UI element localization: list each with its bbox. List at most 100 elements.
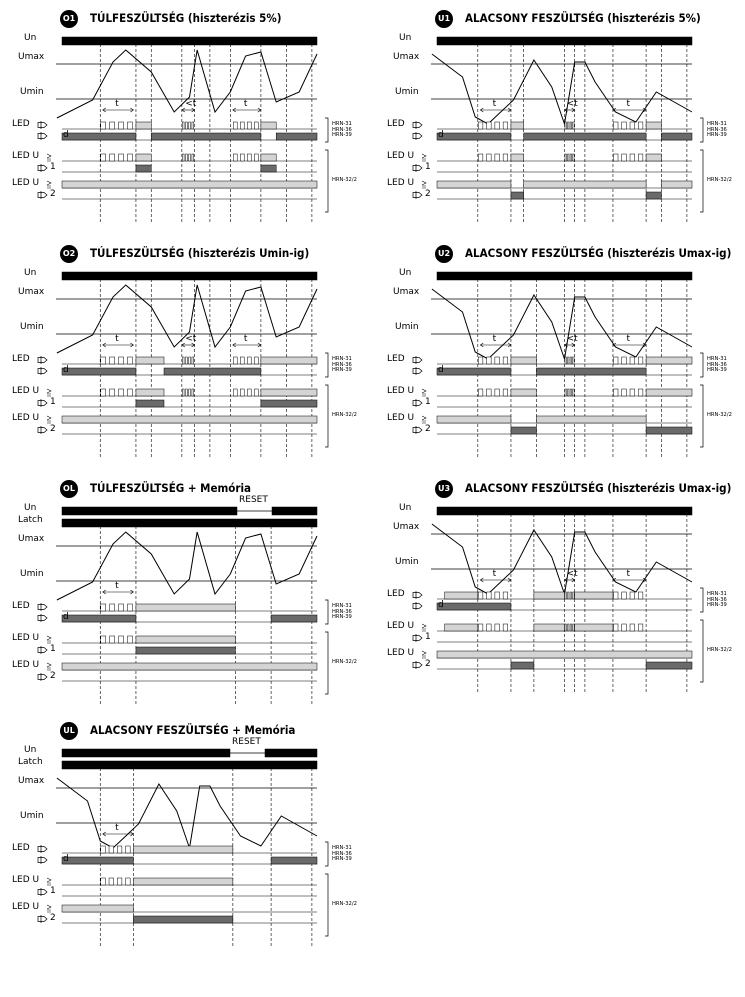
relay-icon: [412, 132, 423, 140]
led-u2-on: [436, 180, 512, 189]
relay-2-on: [645, 426, 693, 435]
umax-label: Umax: [18, 776, 45, 786]
led-blink: [478, 121, 484, 130]
led-blink: [100, 121, 106, 130]
delay-arrow-arrows: [479, 577, 512, 583]
delay-arrow-label: <t: [185, 99, 197, 109]
relay-icon: [412, 634, 423, 642]
umin-label: Umin: [20, 569, 44, 579]
model-bracket-1: [325, 841, 329, 867]
led-u-blink: [567, 623, 570, 632]
umax-label: Umax: [393, 522, 420, 532]
relay-icon: [37, 132, 48, 140]
led-blink: [621, 591, 627, 600]
led-blink: [478, 356, 484, 365]
led-blink: [564, 356, 567, 365]
umax-label: Umax: [393, 52, 420, 62]
umin-label: Umin: [20, 87, 44, 97]
led-blink: [478, 591, 484, 600]
led-u-blink: [621, 153, 627, 162]
led-u-blink: [494, 388, 500, 397]
panel-title: ALACSONY FESZÜLTSÉG (hiszterézis Umax-ig…: [465, 246, 732, 260]
led-blink: [240, 121, 245, 130]
led-u-blink: [191, 388, 194, 397]
led-blink: [629, 591, 635, 600]
un-label: Un: [24, 503, 37, 513]
led-u-on: [135, 635, 236, 644]
relay-2-label: 2: [50, 913, 56, 923]
model-group-2: HRN-32/2: [332, 901, 357, 907]
led-u-blink: [567, 388, 570, 397]
led-u-blink: [564, 388, 567, 397]
led-u-blink: [188, 388, 191, 397]
led-u-on: [574, 623, 614, 632]
led-u-on: [260, 153, 277, 162]
panel-badge: U3: [435, 480, 453, 498]
led-u-on: [444, 623, 479, 632]
voltage-curve: [56, 49, 318, 119]
led-blink: [108, 845, 114, 854]
led-u-label: LED U: [387, 648, 415, 658]
delay-arrow-arrows: [102, 342, 134, 348]
led-blink: [569, 591, 572, 600]
delay-arrow-label: <t: [566, 569, 578, 579]
model-group-2: HRN-32/2: [707, 412, 732, 418]
led-on: [135, 603, 236, 612]
model-bracket-2: [325, 873, 329, 937]
led-u-on: [533, 623, 565, 632]
led-blink: [182, 356, 185, 365]
delay-arrow-label: t: [626, 569, 631, 579]
led-blink: [502, 121, 508, 130]
led-u-blink: [127, 153, 133, 162]
relay-2-label: 2: [50, 189, 56, 199]
delay-arrow-arrows: [563, 342, 576, 348]
led-u-blink: [109, 635, 115, 644]
led-u-blink: [240, 153, 245, 162]
panel-title: ALACSONY FESZÜLTSÉG (hiszterézis Umax-ig…: [465, 481, 732, 495]
compare-icon: [46, 877, 52, 886]
model-bracket-1: [325, 599, 329, 625]
led-blink: [567, 121, 570, 130]
un-bar: [61, 271, 318, 281]
led-u-blink: [478, 388, 484, 397]
relay-on: [523, 132, 647, 141]
un-label: Un: [399, 503, 412, 513]
led-u-blink: [185, 388, 188, 397]
led-blink: [572, 591, 575, 600]
led-u2-on: [61, 662, 318, 671]
led-blink: [569, 356, 572, 365]
delay-arrow-arrows: [102, 831, 134, 837]
led-u-blink: [569, 623, 572, 632]
led-blink: [621, 356, 627, 365]
led-u-blink: [188, 153, 191, 162]
led-u-on: [645, 153, 662, 162]
relay-on: [61, 367, 137, 376]
compare-icon: [46, 180, 52, 189]
led-blink: [486, 121, 492, 130]
compare-icon: [421, 388, 427, 397]
latch-label: Latch: [18, 757, 43, 767]
delay-arrow-label: <t: [185, 334, 197, 344]
relay-1-label: 1: [50, 886, 56, 896]
panel-title: ALACSONY FESZÜLTSÉG + Memória: [90, 723, 296, 737]
led-blink: [109, 356, 115, 365]
led-u-blink: [127, 388, 133, 397]
led-blink: [629, 121, 635, 130]
compare-icon: [421, 623, 427, 632]
led-u2-on: [61, 904, 134, 913]
led-u-blink: [100, 635, 106, 644]
delay-d-label: d: [438, 365, 444, 375]
led-u-blink: [567, 153, 570, 162]
model-bracket-1: [700, 117, 704, 143]
delay-arrow-arrows: [612, 577, 647, 583]
relay-on: [270, 614, 318, 623]
umin-label: Umin: [395, 87, 419, 97]
un-bar: [436, 271, 693, 281]
relay-1-label: 1: [425, 632, 431, 642]
relay-on: [436, 602, 512, 611]
voltage-curve: [56, 284, 318, 354]
delay-arrow-label: t: [626, 334, 631, 344]
led-blink: [109, 121, 115, 130]
led-u-label: LED U: [12, 178, 40, 188]
relay-icon: [37, 603, 48, 611]
